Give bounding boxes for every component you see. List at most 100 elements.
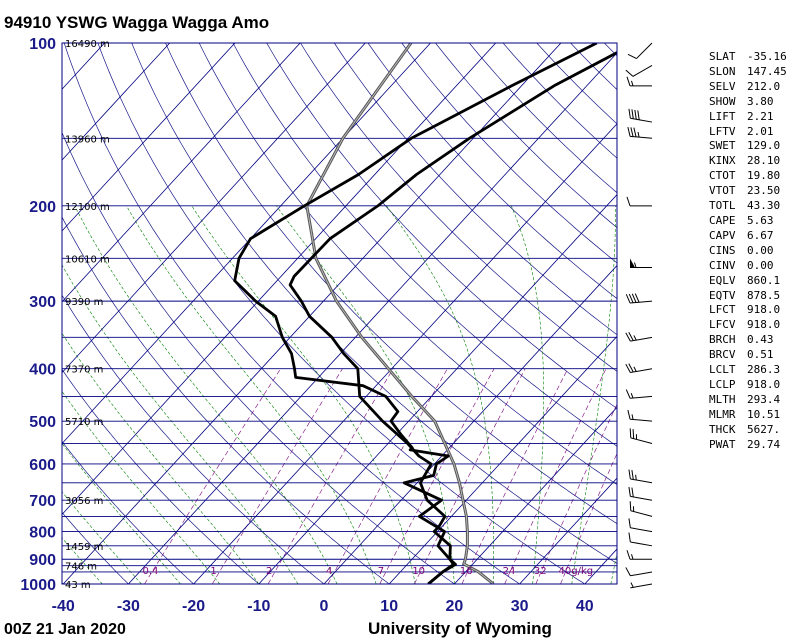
index-key: LCLP — [709, 377, 736, 391]
index-key: SWET — [709, 139, 736, 153]
barb-full — [625, 567, 631, 577]
height-label: 10610 m — [65, 254, 110, 265]
barb-staff — [632, 64, 653, 77]
height-label: 3056 m — [65, 496, 103, 507]
barb-staff — [630, 117, 653, 123]
mixing-ratio-line — [504, 368, 607, 584]
dry-adiabat — [198, 43, 617, 486]
index-key: EQLV — [709, 273, 736, 287]
y-tick-label: 600 — [29, 457, 56, 474]
barb-half — [634, 262, 637, 268]
barb-full — [627, 53, 637, 60]
dry-adiabat — [232, 43, 617, 447]
barb-full — [626, 196, 631, 207]
barb-full — [629, 501, 632, 511]
barb-half — [635, 474, 637, 481]
isotherm — [62, 43, 106, 90]
index-row: SHOW 3.80 — [709, 95, 787, 110]
barb-full — [630, 127, 634, 137]
x-tick-label: -10 — [247, 598, 270, 615]
y-tick-label: 400 — [29, 362, 56, 379]
index-value: 5.63 — [747, 213, 774, 227]
x-tick-label: 0 — [320, 598, 329, 615]
index-value: 878.5 — [747, 288, 781, 302]
sounding-line-1 — [233, 43, 598, 584]
barb-full — [627, 409, 631, 420]
dry-adiabat — [63, 43, 521, 584]
barb-full — [628, 486, 631, 497]
index-key: LFTV — [709, 124, 736, 138]
index-value: -35.16 — [747, 50, 787, 63]
moist-adiabat — [276, 205, 455, 584]
isotherm — [62, 43, 432, 445]
barb-staff — [630, 395, 653, 399]
barb-full — [625, 332, 631, 342]
index-key: MLTH — [709, 392, 736, 406]
index-key: SELV — [709, 79, 736, 93]
y-tick-label: 500 — [29, 414, 56, 431]
index-key: TOTL — [709, 199, 736, 213]
mixing-ratio-line — [535, 403, 617, 584]
barb-staff — [630, 368, 653, 374]
height-label: 7370 m — [65, 365, 103, 376]
y-tick-label: 1000 — [20, 577, 56, 594]
barb-full — [631, 109, 634, 119]
dry-adiabat — [300, 43, 617, 372]
barb-full — [629, 428, 632, 438]
sounding-curves — [233, 43, 617, 584]
barb-staff — [630, 135, 653, 139]
barb-full — [634, 109, 637, 120]
barb-full — [626, 550, 631, 560]
chart-title: 94910 YSWG Wagga Wagga Amo — [4, 13, 269, 32]
parcel-path-highlight — [306, 43, 494, 584]
dry-adiabat — [62, 511, 129, 584]
isotherm — [453, 406, 617, 584]
x-tick-label: 20 — [446, 598, 464, 615]
index-key: LFCV — [709, 318, 736, 332]
barb-staff — [630, 336, 653, 342]
wind-barb — [630, 582, 653, 589]
height-label: 746 m — [65, 562, 97, 573]
barb-half — [633, 335, 637, 341]
index-row: CTOT 19.80 — [709, 169, 787, 184]
index-key: KINX — [709, 154, 736, 168]
index-row: THCK 5627. — [709, 423, 787, 438]
index-key: CAPE — [709, 213, 736, 227]
parcel-path — [305, 43, 495, 584]
index-row: EQLV 860.1 — [709, 274, 787, 289]
wind-barb — [628, 518, 653, 533]
height-label: 1459 m — [65, 542, 103, 553]
y-tick-label: 800 — [29, 525, 56, 542]
barb-staff — [630, 510, 653, 517]
wind-barb — [625, 332, 653, 342]
moist-adiabat — [571, 205, 616, 584]
index-row: BRCV 0.51 — [709, 348, 787, 363]
index-value: 860.1 — [747, 273, 781, 287]
isotherm — [388, 335, 617, 584]
isotherm — [62, 43, 301, 303]
index-value: 19.80 — [747, 169, 781, 183]
barb-flag — [630, 258, 635, 268]
dry-adiabat — [97, 43, 586, 584]
index-row: LFTV 2.01 — [709, 125, 787, 140]
index-value: 918.0 — [747, 303, 781, 317]
wind-barb — [629, 501, 653, 517]
index-value: 286.3 — [747, 363, 781, 377]
index-key: CAPV — [709, 228, 736, 242]
wind-barb — [627, 409, 653, 422]
mixing-ratio-label: 2 — [266, 566, 272, 577]
mixing-ratio-line — [461, 368, 569, 584]
isotherm — [62, 43, 171, 161]
index-row: KINX 28.10 — [709, 154, 787, 169]
mixing-ratio-label: 16 — [460, 566, 473, 577]
index-row: EQTV 878.5 — [709, 289, 787, 304]
height-label: 5710 m — [65, 417, 103, 428]
y-tick-label: 300 — [29, 294, 56, 311]
barb-full — [628, 532, 631, 543]
index-value: 29.74 — [747, 437, 781, 451]
barb-half — [631, 554, 634, 560]
moist-adiabat — [126, 205, 377, 584]
dry-adiabat — [266, 43, 617, 409]
moist-adiabat — [610, 551, 617, 584]
barb-half — [631, 80, 634, 86]
